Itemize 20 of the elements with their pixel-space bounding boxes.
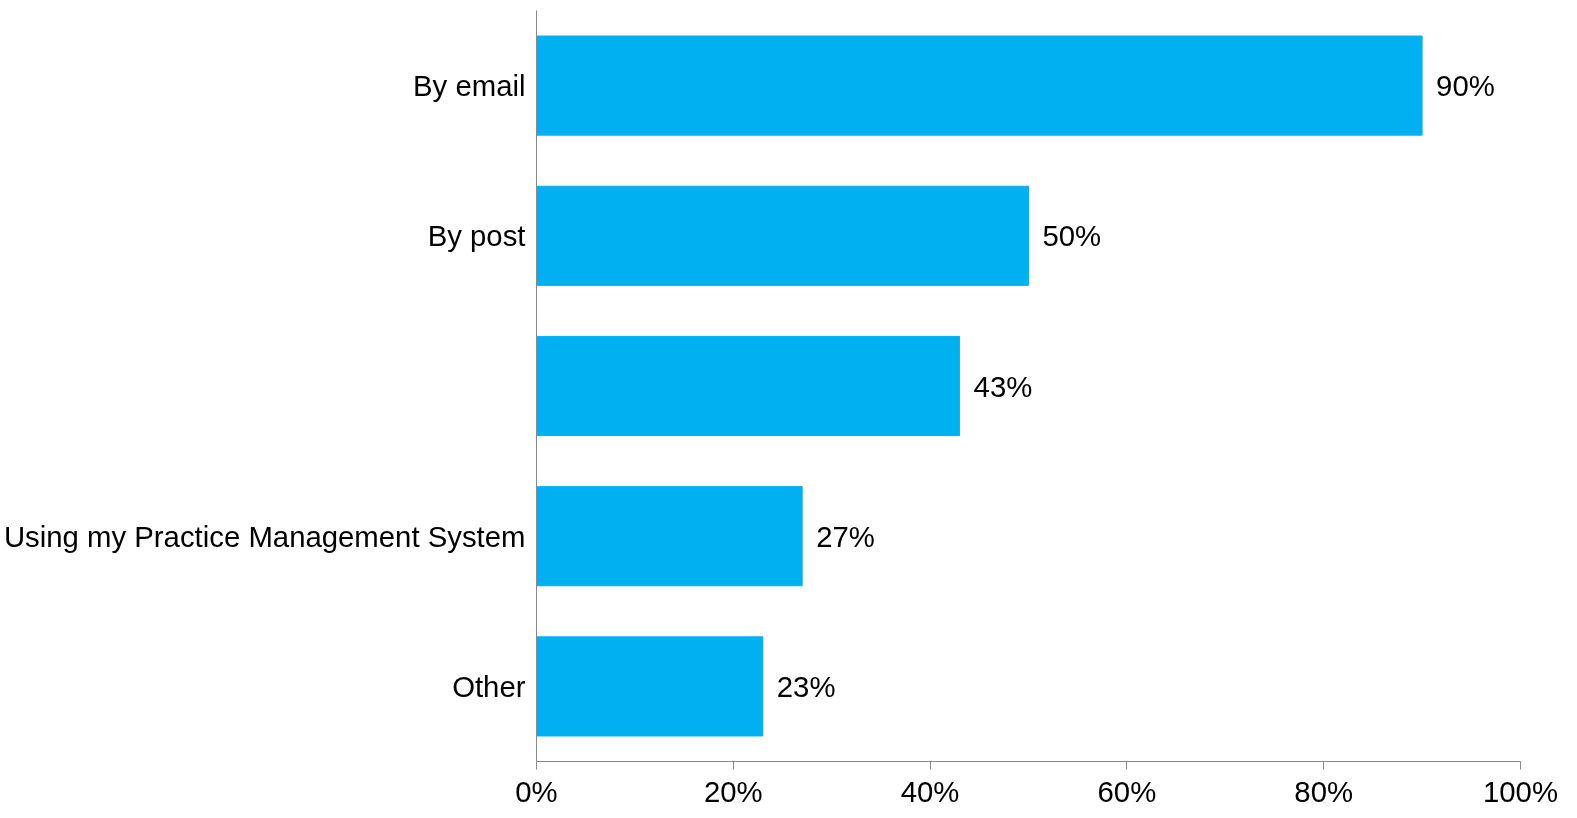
- data-label: 43%: [973, 369, 1033, 403]
- y-tick-label: By email: [413, 69, 526, 103]
- x-tick-label: 80%: [1294, 774, 1354, 808]
- bar: [536, 636, 764, 737]
- data-label: 90%: [1436, 69, 1495, 103]
- y-tick-label: Using my Practice Management System: [3, 519, 526, 553]
- x-tick-label: 0%: [515, 774, 558, 808]
- bar: [536, 185, 1029, 286]
- data-label: 27%: [816, 519, 875, 553]
- bar: [536, 335, 961, 437]
- x-tick-label: 20%: [703, 774, 763, 808]
- data-label: 23%: [776, 669, 836, 703]
- y-tick-label: Other: [452, 669, 526, 703]
- data-label: 50%: [1042, 219, 1102, 253]
- y-tick-label: By post: [427, 219, 526, 253]
- bar: [536, 486, 803, 587]
- x-tick-label: 40%: [900, 774, 960, 808]
- x-tick-label: 100%: [1482, 774, 1559, 808]
- x-tick-label: 60%: [1097, 774, 1157, 808]
- bar: [536, 35, 1423, 136]
